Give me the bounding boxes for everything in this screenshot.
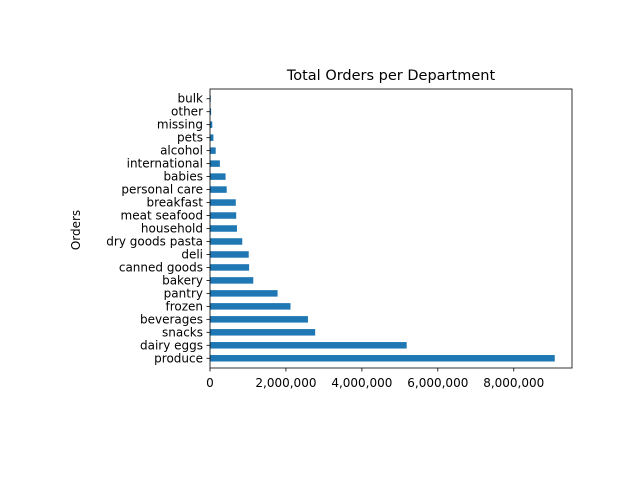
y-tick-label: canned goods: [119, 260, 203, 274]
bar-dairy-eggs: [210, 342, 407, 349]
x-tick-label: 2,000,000: [255, 376, 316, 390]
y-tick-label: meat seafood: [121, 209, 203, 223]
x-tick-label: 6,000,000: [407, 376, 468, 390]
y-tick-label: produce: [154, 351, 203, 365]
y-tick-label: other: [171, 105, 203, 119]
y-tick-label: dairy eggs: [140, 338, 203, 352]
x-tick-label: 8,000,000: [483, 376, 544, 390]
bar-meat-seafood: [210, 212, 237, 219]
bar-dry-goods-pasta: [210, 238, 243, 245]
y-tick-label: alcohol: [160, 144, 203, 158]
bar-international: [210, 160, 220, 167]
y-tick-label: frozen: [165, 299, 203, 313]
bar-alcohol: [210, 147, 216, 154]
bar-personal-care: [210, 186, 227, 193]
y-tick-label: bulk: [177, 92, 203, 106]
bars-group: [210, 95, 555, 362]
y-tick-label: pets: [177, 131, 203, 145]
y-tick-label: household: [141, 222, 203, 236]
y-tick-label: personal care: [121, 183, 203, 197]
bar-canned-goods: [210, 264, 250, 271]
bar-bakery: [210, 277, 254, 284]
y-tick-label: breakfast: [146, 196, 203, 210]
bar-household: [210, 225, 237, 232]
y-tick-label: beverages: [140, 312, 203, 326]
bar-pets: [210, 134, 214, 141]
plot-frame: [209, 88, 573, 369]
y-tick-label: pantry: [164, 286, 203, 300]
x-axis-ticks: 0 2,000,000 4,000,000 6,000,000 8,000,000: [206, 368, 544, 390]
y-tick-label: deli: [181, 247, 203, 261]
y-tick-label: missing: [157, 118, 203, 132]
chart-title: Total Orders per Department: [286, 68, 496, 84]
y-axis-label: Orders: [69, 210, 83, 250]
y-tick-label: international: [127, 157, 203, 171]
bar-produce: [210, 355, 555, 362]
y-tick-label: bakery: [162, 273, 203, 287]
bar-pantry: [210, 290, 278, 297]
bar-snacks: [210, 329, 316, 336]
bar-missing: [210, 121, 213, 128]
bar-deli: [210, 251, 249, 258]
bar-breakfast: [210, 199, 236, 206]
y-tick-label: snacks: [162, 325, 203, 339]
bar-beverages: [210, 316, 308, 323]
x-tick-label: 0: [206, 376, 214, 390]
bar-babies: [210, 173, 226, 180]
bar-frozen: [210, 303, 291, 310]
y-tick-label: babies: [163, 170, 203, 184]
bar-other: [210, 108, 212, 115]
y-tick-label: dry goods pasta: [106, 234, 203, 248]
x-tick-label: 4,000,000: [331, 376, 392, 390]
